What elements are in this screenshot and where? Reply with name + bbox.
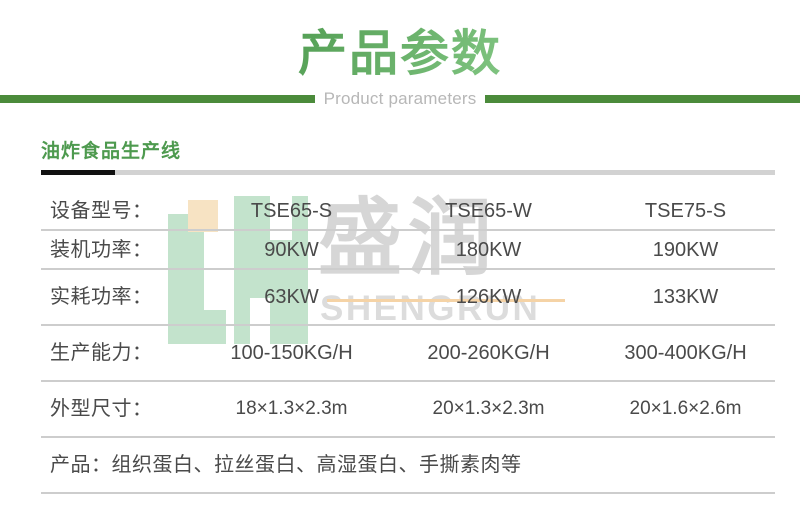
accent-square	[188, 200, 218, 232]
row-value-col3: 300-400KG/H	[624, 342, 747, 364]
section-underline	[41, 170, 775, 175]
section-title: 油炸食品生产线	[41, 141, 182, 162]
rule-left	[0, 95, 315, 103]
row-label: 生产能力：	[50, 342, 153, 364]
page-header: 产品参数 Product parameters	[0, 0, 800, 125]
row-value-col2: TSE65-W	[445, 199, 532, 222]
rule-right	[485, 95, 800, 103]
page-title: 产品参数	[0, 26, 800, 82]
row-value-col3: TSE75-S	[644, 199, 727, 222]
page-subtitle-en: Product parameters	[323, 89, 477, 108]
row-value-col2: 126KW	[455, 286, 522, 308]
row-label: 装机功率：	[50, 238, 153, 261]
row-value-col3: 133KW	[652, 286, 719, 308]
row-value-col2: 180KW	[455, 238, 522, 261]
row-value-col3: 190KW	[652, 238, 719, 261]
row-label: 设备型号：	[50, 199, 153, 222]
table-row: 设备型号： TSE65-S TSE65-W TSE75-S	[41, 192, 775, 231]
table-row: 装机功率： 90KW 180KW 190KW	[41, 231, 775, 270]
row-label: 实耗功率：	[50, 286, 153, 308]
subtitle-rule-row: Product parameters	[0, 88, 800, 110]
table-row: 外型尺寸： 18×1.3×2.3m 20×1.3×2.3m 20×1.6×2.6…	[41, 382, 775, 438]
table-row-product: 产品：组织蛋白、拉丝蛋白、高湿蛋白、手撕素肉等	[41, 438, 775, 494]
product-list: 产品：组织蛋白、拉丝蛋白、高湿蛋白、手撕素肉等	[50, 454, 522, 476]
row-value-col3: 20×1.6×2.6m	[629, 398, 742, 419]
row-value-col1: 100-150KG/H	[230, 342, 353, 364]
row-value-col1: 63KW	[264, 286, 319, 308]
row-value-col2: 20×1.3×2.3m	[432, 398, 545, 419]
row-value-col1: 90KW	[264, 238, 319, 261]
row-label: 外型尺寸：	[50, 398, 153, 420]
row-value-col1: TSE65-S	[250, 199, 333, 222]
parameters-table: 设备型号： TSE65-S TSE65-W TSE75-S 装机功率： 90KW…	[41, 192, 775, 494]
row-value-col1: 18×1.3×2.3m	[235, 398, 348, 419]
table-row: 生产能力： 100-150KG/H 200-260KG/H 300-400KG/…	[41, 326, 775, 382]
row-value-col2: 200-260KG/H	[427, 342, 550, 364]
accent-line	[327, 299, 565, 302]
table-row: 实耗功率： 63KW 126KW 133KW	[41, 270, 775, 326]
